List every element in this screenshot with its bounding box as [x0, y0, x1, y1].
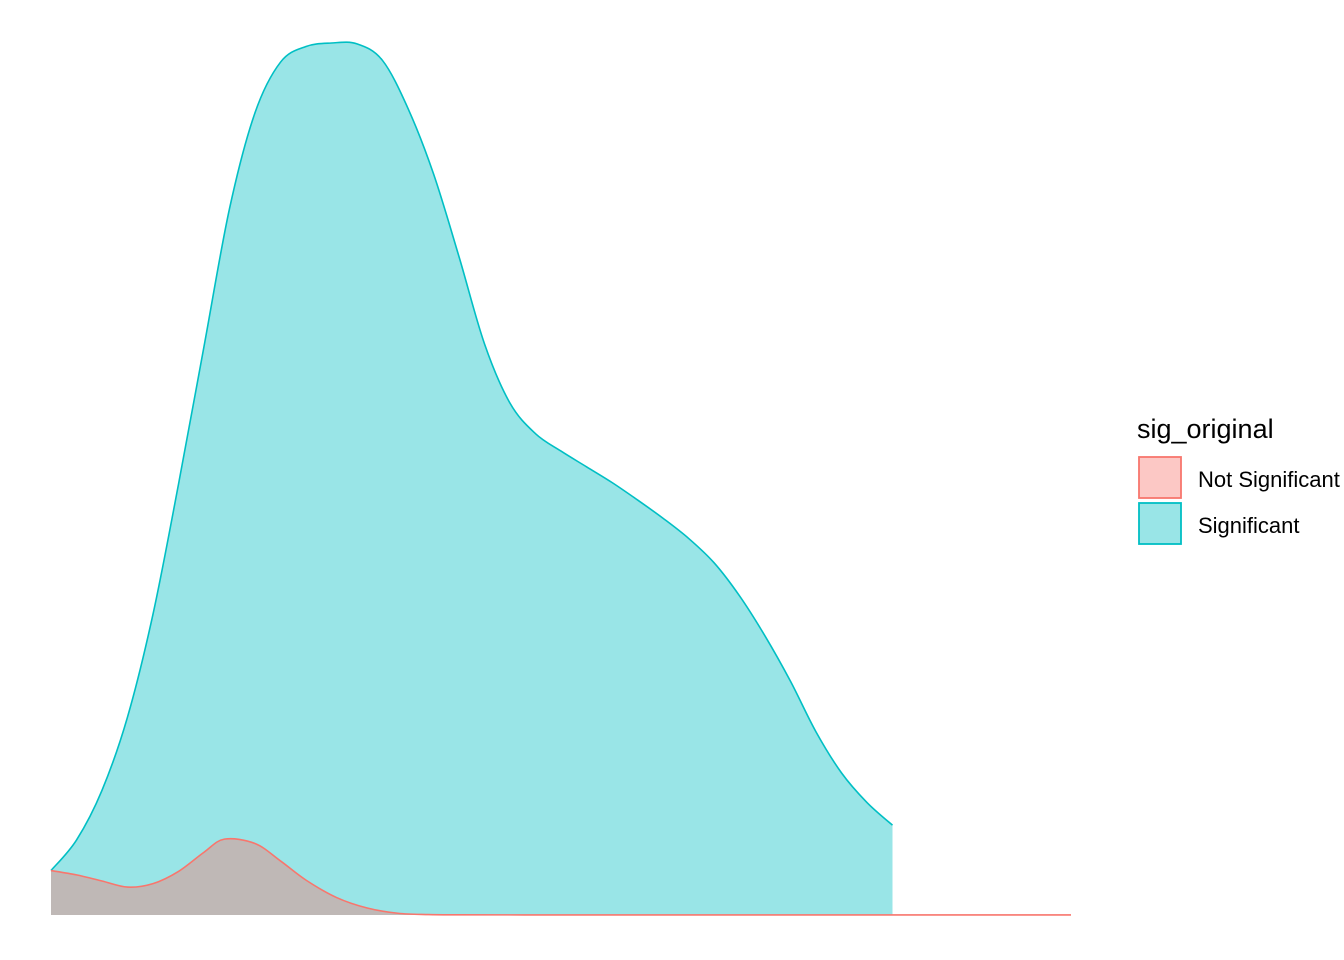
legend-item-not-significant: Not Significant: [1138, 456, 1340, 499]
legend-label-significant: Significant: [1198, 513, 1300, 538]
legend: sig_original Not Significant Significant: [1137, 414, 1340, 545]
legend-label-not-significant: Not Significant: [1198, 467, 1340, 492]
plot-area: [50, 41, 1071, 916]
legend-key-not-significant: [1138, 456, 1182, 499]
legend-title: sig_original: [1137, 414, 1274, 444]
legend-key-significant: [1138, 502, 1182, 545]
density-area-significant: [51, 42, 893, 916]
legend-item-significant: Significant: [1138, 502, 1300, 545]
density-line-significant: [50, 41, 894, 872]
density-line-not-significant: [50, 837, 1071, 916]
density-area-not-significant: [51, 838, 1071, 915]
